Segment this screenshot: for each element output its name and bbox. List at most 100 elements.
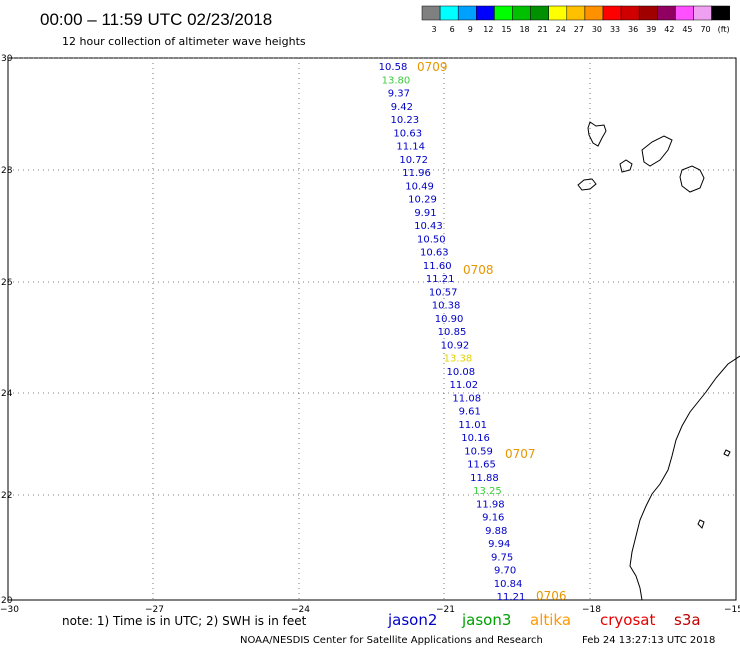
wave-height-value: 9.37 [388, 89, 410, 100]
legend-jason3: jason3 [461, 611, 511, 629]
wave-height-value: 13.80 [382, 75, 411, 86]
wave-height-value: 11.60 [423, 261, 452, 272]
wave-height-value: 10.08 [447, 367, 476, 378]
wave-height-value: 11.88 [470, 473, 499, 484]
colorbar-label: 15 [501, 25, 511, 34]
colorbar-swatch [584, 5, 604, 21]
colorbar-swatch [530, 5, 549, 21]
colorbar-label: 6 [450, 25, 455, 34]
legend-cryosat: cryosat [600, 611, 655, 629]
wave-height-value: 10.49 [405, 181, 434, 192]
map-subtitle: 12 hour collection of altimeter wave hei… [62, 35, 306, 48]
colorbar-swatch [675, 5, 694, 21]
colorbar-label: 18 [519, 25, 529, 34]
y-tick-label: 20 [1, 596, 13, 606]
wave-height-value: 11.02 [449, 380, 478, 391]
x-tick-label: −30 [0, 605, 19, 615]
wave-height-value: 10.63 [420, 248, 449, 259]
colorbar-swatch [638, 5, 658, 21]
colorbar-label: 27 [574, 25, 584, 34]
wave-height-value: 13.25 [473, 486, 502, 497]
lat-lon-grid [8, 57, 736, 600]
wave-height-value: 11.21 [497, 592, 526, 603]
colorbar-label: 70 [700, 25, 710, 34]
coastline [577, 121, 740, 601]
x-tick-label: −15 [724, 605, 740, 615]
wave-height-value: 10.38 [432, 301, 461, 312]
x-tick-label: −27 [145, 605, 164, 615]
colorbar-label: 36 [628, 25, 638, 34]
pass-time-label: 0708 [463, 263, 494, 277]
y-tick-label: 30 [1, 54, 13, 64]
legend-jason2: jason2 [387, 611, 437, 629]
colorbar-swatch [657, 5, 676, 21]
altimeter-track: 10.58 13.80 9.37 9.42 10.23 10.63 11.14 10.72 11… [379, 62, 526, 603]
island-gomera [619, 159, 633, 173]
colorbar-swatch [693, 5, 712, 21]
colorbar-label: 42 [664, 25, 674, 34]
island-lanzarote [587, 121, 607, 147]
colorbar-swatch [512, 5, 531, 21]
wave-height-value: 10.84 [494, 579, 523, 590]
colorbar-swatch [494, 5, 513, 21]
generated-timestamp: Feb 24 13:27:13 UTC 2018 [582, 635, 715, 646]
wave-height-value: 11.01 [458, 420, 487, 431]
island-tenerife [641, 135, 673, 167]
colorbar-label: 12 [483, 25, 493, 34]
wave-height-value: 9.16 [482, 513, 504, 524]
colorbar-swatch [476, 5, 495, 21]
wave-height-value: 10.85 [438, 327, 467, 338]
wave-height-value: 10.50 [417, 234, 446, 245]
colorbar-label: 21 [538, 25, 548, 34]
x-tick-label: −21 [436, 605, 455, 615]
wave-height-value: 13.38 [444, 354, 473, 365]
wave-height-value: 9.70 [494, 566, 516, 577]
wave-height-value: 10.16 [461, 433, 490, 444]
legend-altika: altika [530, 611, 571, 629]
wave-height-value: 10.58 [379, 62, 408, 73]
colorbar-label: (ft) [718, 25, 730, 34]
wave-height-colorbar: 3 6 9 12 15 18 21 24 27 30 33 36 39 42 45 70 (ft) [421, 5, 730, 34]
credit-line: NOAA/NESDIS Center for Satellite Applica… [240, 635, 543, 646]
colorbar-swatch [566, 5, 586, 21]
colorbar-swatch [620, 5, 640, 21]
units-note: note: 1) Time is in UTC; 2) SWH is in fe… [62, 614, 307, 628]
wave-height-value: 11.14 [396, 142, 425, 153]
colorbar-swatch [439, 5, 459, 21]
wave-height-value: 10.29 [408, 195, 437, 206]
coast-islet [723, 449, 731, 457]
colorbar-swatch [421, 5, 441, 21]
colorbar-label: 30 [592, 25, 602, 34]
coast-islet [697, 519, 705, 529]
colorbar-label: 9 [468, 25, 473, 34]
colorbar-label: 45 [682, 25, 692, 34]
pass-time-labels: 0709 0708 0707 0706 [417, 60, 567, 603]
colorbar-label: 39 [646, 25, 656, 34]
colorbar-label: 24 [556, 25, 566, 34]
colorbar-label: 33 [610, 25, 620, 34]
colorbar-swatch [602, 5, 622, 21]
pass-time-label: 0706 [536, 589, 567, 603]
legend-s3a: s3a [674, 611, 701, 629]
wave-height-value: 9.75 [491, 552, 513, 563]
y-axis-tick-labels: 30 28 26 24 22 20 [1, 54, 13, 606]
satellite-legend: jason2 jason3 altika cryosat s3a [387, 611, 701, 629]
wave-height-value: 9.42 [391, 102, 413, 113]
y-tick-label: 28 [1, 166, 13, 176]
wave-height-value: 10.43 [414, 221, 443, 232]
x-tick-label: −18 [582, 605, 601, 615]
wave-height-value: 10.63 [393, 128, 422, 139]
wave-height-value: 10.57 [429, 287, 458, 298]
y-tick-label: 24 [1, 389, 13, 399]
wave-height-value: 11.98 [476, 499, 505, 510]
wave-height-value: 9.61 [459, 407, 481, 418]
colorbar-label: 3 [432, 25, 437, 34]
x-tick-label: −24 [291, 605, 310, 615]
wave-height-value: 10.90 [435, 314, 464, 325]
colorbar-swatch [711, 5, 730, 21]
wave-height-value: 9.88 [485, 526, 507, 537]
wave-height-value: 9.94 [488, 539, 510, 550]
wave-height-value: 11.96 [402, 168, 431, 179]
island-fuerteventura [577, 178, 597, 191]
colorbar-swatch [457, 5, 477, 21]
